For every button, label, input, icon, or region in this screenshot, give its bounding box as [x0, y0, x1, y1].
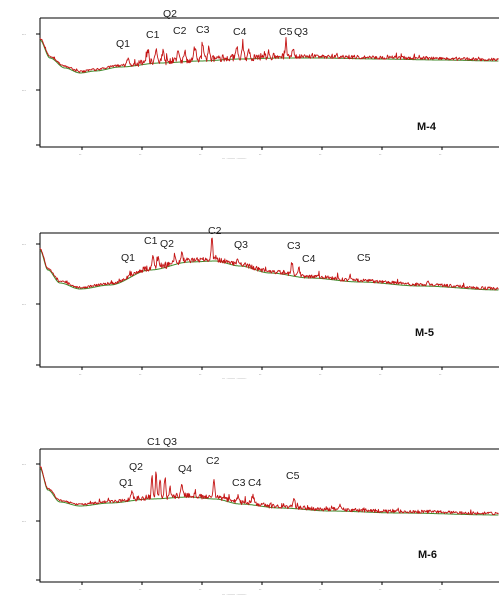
panel-m4-peak-c3: C3 — [196, 24, 210, 36]
svg-text:··: ·· — [199, 372, 202, 377]
panel-m5-peak-c4: C4 — [302, 253, 316, 265]
svg-text:··: ·· — [319, 587, 322, 592]
panel-m6-pattern-line — [39, 465, 499, 516]
panel-m6-sample-label: M-6 — [418, 549, 437, 561]
svg-text:···: ··· — [22, 88, 26, 93]
panel-m5-sample-label: M-5 — [415, 327, 434, 339]
svg-text:··: ·· — [259, 372, 262, 377]
panel-m6-y-ticks: ··· ··· — [22, 462, 40, 581]
panel-m4-peak-q2: Q2 — [163, 8, 177, 20]
svg-text:··: ·· — [79, 152, 82, 157]
svg-text:···: ··· — [22, 519, 26, 524]
svg-text:··: ·· — [79, 587, 82, 592]
svg-text:··· ········ ·········: ··· ········ ········· — [222, 593, 246, 597]
panel-m5: ··· ··· ·· ·· ·· ·· ·· ·· ·· ··· ·······… — [22, 225, 499, 381]
panel-m6-peak-c2: C2 — [206, 455, 220, 467]
panel-m5-peak-c1: C1 — [144, 235, 158, 247]
panel-m4-peak-c5: C5 — [279, 26, 293, 38]
svg-text:··: ·· — [379, 372, 382, 377]
panel-m4-x-ticks: ·· ·· ·· ·· ·· ·· ·· ··· ········ ······… — [79, 147, 443, 161]
svg-text:··: ·· — [439, 152, 442, 157]
panel-m4-peak-c4: C4 — [233, 26, 247, 38]
panel-m4-peak-q1: Q1 — [116, 38, 130, 50]
panel-m4-pattern-line — [39, 37, 499, 73]
svg-text:··: ·· — [139, 587, 142, 592]
svg-text:··: ·· — [199, 587, 202, 592]
panel-m6-peak-q4: Q4 — [178, 463, 192, 475]
svg-text:··: ·· — [319, 152, 322, 157]
panel-m5-peak-c2: C2 — [208, 225, 222, 237]
panel-m6-peak-q2: Q2 — [129, 461, 143, 473]
panel-m5-peak-q3: Q3 — [234, 239, 248, 251]
panel-m4-peak-c1: C1 — [146, 29, 160, 41]
panel-m5-peak-q1: Q1 — [121, 252, 135, 264]
panel-m6-peak-c5: C5 — [286, 470, 300, 482]
svg-text:··: ·· — [139, 152, 142, 157]
panel-m4-peak-q3: Q3 — [294, 26, 308, 38]
panel-m5-peak-q2: Q2 — [160, 238, 174, 250]
svg-text:··: ·· — [439, 587, 442, 592]
panel-m6: ··· ··· ·· ·· ·· ·· ·· ·· ·· ··· ·······… — [22, 436, 499, 597]
panel-m5-pattern-line — [39, 237, 499, 291]
panel-m4-background-curve — [39, 39, 499, 74]
panel-m6-peak-c4: C4 — [248, 477, 262, 489]
svg-text:··: ·· — [379, 587, 382, 592]
svg-text:···: ··· — [22, 32, 26, 37]
panel-m4-y-ticks: ··· ··· — [22, 32, 40, 146]
svg-text:··: ·· — [259, 587, 262, 592]
panel-m4-sample-label: M-4 — [417, 121, 437, 133]
panel-m5-x-ticks: ·· ·· ·· ·· ·· ·· ·· ··· ········ ······… — [79, 367, 443, 381]
panel-m5-peak-c3: C3 — [287, 240, 301, 252]
panel-m6-x-ticks: ·· ·· ·· ·· ·· ·· ·· ··· ········ ······… — [79, 582, 443, 597]
panel-m6-frame — [39, 448, 499, 583]
svg-text:···: ··· — [22, 242, 26, 247]
svg-text:··: ·· — [379, 152, 382, 157]
panel-m4-peak-c2: C2 — [173, 25, 187, 37]
panel-m5-peak-c5: C5 — [357, 252, 371, 264]
panel-m5-y-ticks: ··· ··· — [22, 242, 40, 366]
panel-m5-frame — [39, 232, 499, 368]
svg-text:··: ·· — [439, 372, 442, 377]
svg-text:··· ········ ·········: ··· ········ ········· — [222, 157, 246, 161]
svg-text:··: ·· — [199, 152, 202, 157]
panel-m4-frame — [39, 17, 499, 148]
panel-m6-peak-q3: Q3 — [163, 436, 177, 448]
panel-m4: ··· ··· ·· ·· ·· ·· ·· ·· ·· ··· ·······… — [22, 8, 499, 161]
svg-text:···: ··· — [22, 302, 26, 307]
svg-text:··: ·· — [139, 372, 142, 377]
panel-m6-peak-c3: C3 — [232, 477, 246, 489]
svg-text:··: ·· — [319, 372, 322, 377]
svg-text:··: ·· — [259, 152, 262, 157]
svg-text:···: ··· — [22, 462, 26, 467]
svg-text:··· ········ ·········: ··· ········ ········· — [222, 377, 246, 381]
panel-m6-peak-c1: C1 — [147, 436, 161, 448]
svg-text:··: ·· — [79, 372, 82, 377]
panel-m6-peak-q1: Q1 — [119, 477, 133, 489]
